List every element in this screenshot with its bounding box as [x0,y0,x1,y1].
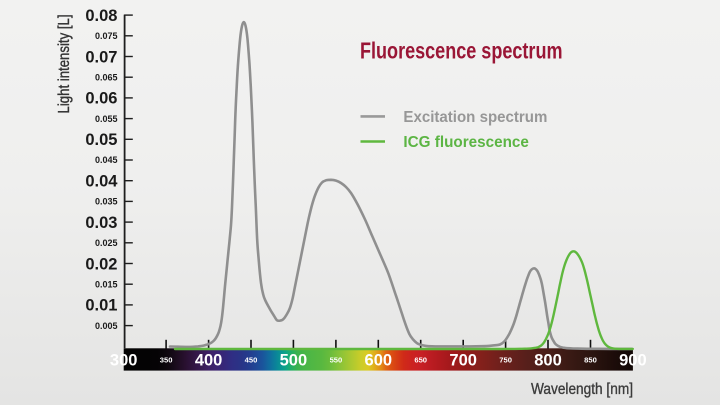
svg-text:0.03: 0.03 [85,214,117,232]
svg-text:350: 350 [160,356,173,365]
svg-text:300: 300 [110,351,138,369]
svg-text:600: 600 [365,351,393,369]
svg-text:750: 750 [499,356,512,365]
svg-text:0.06: 0.06 [85,90,117,108]
svg-text:700: 700 [449,351,477,369]
svg-text:800: 800 [534,351,562,369]
svg-text:0.015: 0.015 [95,279,118,289]
svg-text:0.07: 0.07 [85,48,117,66]
svg-text:Fluorescence spectrum: Fluorescence spectrum [360,38,563,64]
svg-text:0.005: 0.005 [95,321,118,331]
svg-text:0.01: 0.01 [85,297,117,315]
svg-text:0.055: 0.055 [95,114,118,124]
svg-text:0.02: 0.02 [85,255,117,273]
svg-text:900: 900 [619,351,647,369]
svg-text:550: 550 [330,356,343,365]
svg-text:400: 400 [195,351,223,369]
svg-text:ICG fluorescence: ICG fluorescence [403,134,529,151]
svg-text:Wavelength [nm]: Wavelength [nm] [531,381,633,398]
svg-text:Light intensity [L]: Light intensity [L] [56,15,73,114]
svg-text:0.025: 0.025 [95,238,118,248]
svg-text:850: 850 [584,356,597,365]
svg-text:0.035: 0.035 [95,197,118,207]
svg-text:650: 650 [414,356,427,365]
svg-text:0.05: 0.05 [85,131,117,149]
svg-text:0.075: 0.075 [95,31,118,41]
svg-text:0.045: 0.045 [95,155,118,165]
svg-text:0.065: 0.065 [95,72,118,82]
svg-text:0.04: 0.04 [85,173,118,191]
svg-text:500: 500 [280,351,308,369]
svg-text:Excitation spectrum: Excitation spectrum [403,109,547,126]
svg-text:450: 450 [245,356,258,365]
svg-text:0.08: 0.08 [85,7,117,25]
